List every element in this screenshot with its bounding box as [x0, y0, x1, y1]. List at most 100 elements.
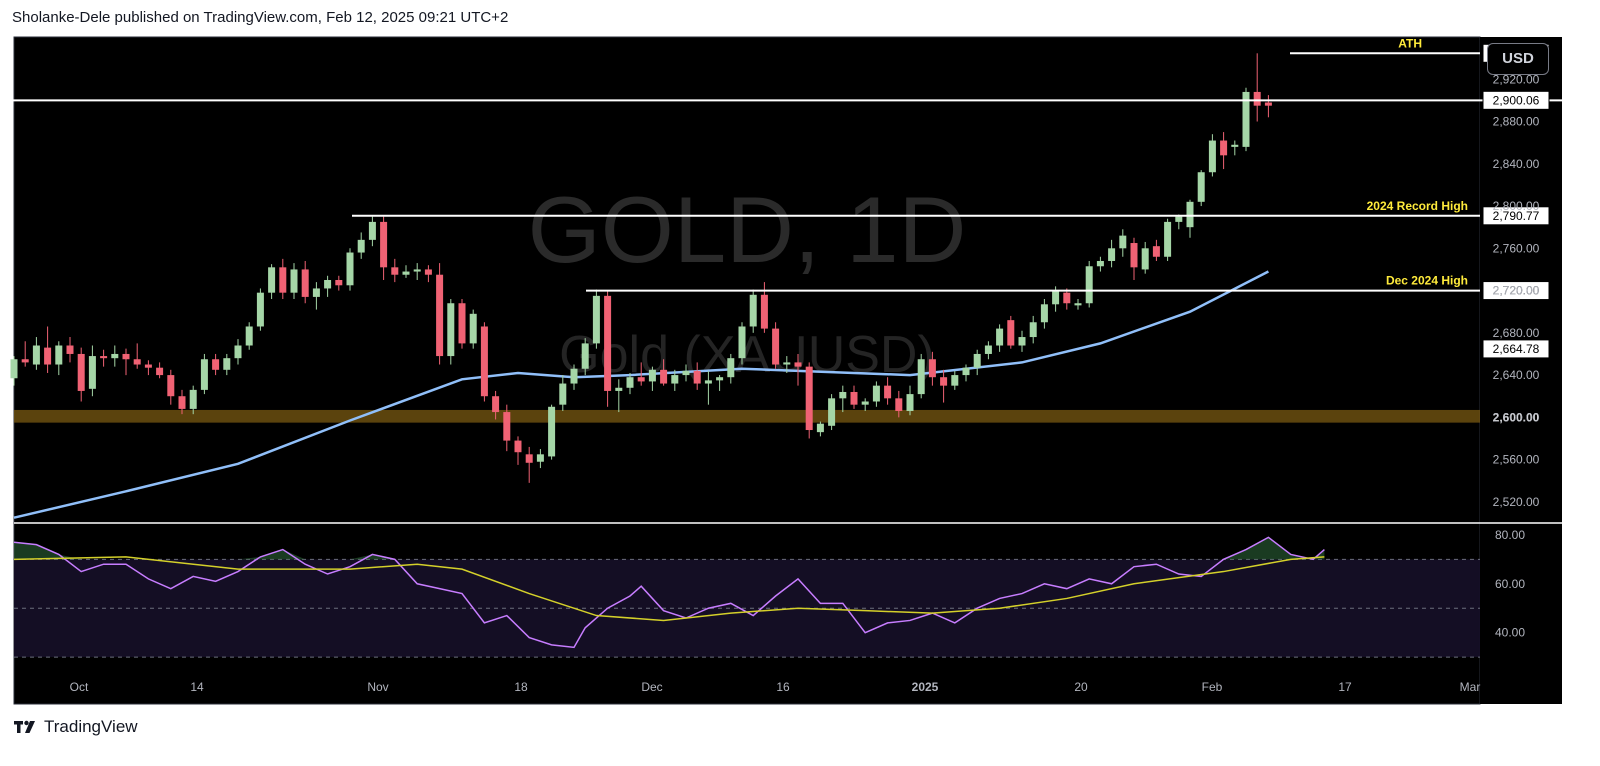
candle [458, 299, 466, 349]
candle-body [312, 288, 320, 297]
candle-body [346, 252, 354, 286]
candle-body [413, 269, 421, 272]
candle [66, 337, 74, 363]
candle [525, 446, 533, 483]
candle-body [402, 271, 410, 275]
candle [1029, 315, 1037, 344]
candle [1018, 330, 1026, 352]
candle [223, 353, 231, 376]
candle [839, 385, 847, 413]
candle-body [884, 385, 892, 399]
candle-body [357, 239, 365, 253]
candle [290, 263, 298, 300]
candle [100, 349, 108, 367]
time-tick-label: Nov [367, 680, 388, 694]
candle [984, 341, 992, 360]
candle [144, 360, 152, 376]
price-tick-label: 2,560.00 [1493, 453, 1540, 467]
candle-body [637, 377, 645, 382]
candle-body [727, 358, 735, 378]
candle-body [548, 406, 556, 457]
candle-body [973, 353, 981, 368]
candle [1164, 218, 1172, 261]
candle [962, 364, 970, 382]
candle-body [984, 345, 992, 354]
candle [794, 353, 802, 386]
candle-body [828, 398, 836, 426]
candle-body [1220, 140, 1228, 156]
candle-body [44, 347, 52, 365]
time-tick-label: Oct [70, 680, 89, 694]
price-label-text: 2,790.77 [1493, 209, 1540, 223]
candle [335, 275, 343, 291]
candle-body [872, 385, 880, 402]
price-axis-panel [1480, 37, 1562, 704]
candle-body [55, 345, 63, 365]
candle-body [996, 328, 1004, 346]
candle-body [749, 294, 757, 327]
price-label-box: 2,790.77 [1482, 206, 1550, 226]
price-label-text: 2,720.00 [1493, 284, 1540, 298]
candle [1063, 288, 1071, 310]
candle-body [1040, 304, 1048, 323]
price-label-text: 2,664.78 [1493, 342, 1540, 356]
time-tick-label: 18 [514, 680, 528, 694]
candle-body [1186, 201, 1194, 228]
candle [1242, 87, 1250, 152]
price-label-bg [1482, 206, 1550, 226]
candle [346, 248, 354, 291]
price-tick-label: 2,640.00 [1493, 368, 1540, 382]
candle [884, 377, 892, 405]
candle-body [469, 313, 477, 344]
time-tick-label: 2025 [912, 680, 939, 694]
candle [88, 345, 96, 397]
price-label-box: 2,720.00 [1482, 281, 1550, 301]
footer-brand: TradingView [44, 717, 138, 736]
candle-body [245, 326, 253, 346]
candle-body [200, 359, 208, 390]
candle [604, 290, 612, 407]
candle [570, 364, 578, 390]
candle-body [480, 326, 488, 397]
rsi-ma-line [13, 556, 1325, 622]
candle-body [1175, 216, 1183, 222]
candle-body [716, 377, 724, 381]
candle [122, 348, 130, 376]
candle [1074, 299, 1082, 310]
candle-body [581, 343, 589, 369]
candle-body [951, 375, 959, 386]
candle [32, 337, 40, 370]
candle-body [458, 303, 466, 344]
candle-body [21, 359, 29, 363]
candle-body [167, 375, 175, 397]
candle [324, 275, 332, 297]
candle [716, 375, 724, 391]
candle [1096, 256, 1104, 272]
candle [469, 309, 477, 349]
candle [816, 421, 824, 437]
candle-body [906, 394, 914, 412]
candle-body [693, 370, 701, 384]
candle-body [100, 356, 108, 359]
candle-body [940, 377, 948, 386]
candle-body [704, 380, 712, 384]
time-tick-label: Dec [641, 680, 662, 694]
candle-body [290, 269, 298, 293]
candle [312, 282, 320, 310]
candle-body [514, 440, 522, 453]
candle-body [1208, 140, 1216, 173]
candle-body [1063, 292, 1071, 304]
candle [973, 349, 981, 376]
candle-body [32, 345, 40, 365]
currency-button[interactable]: USD [1487, 43, 1549, 75]
candle [178, 389, 186, 415]
candle-body [1119, 235, 1127, 249]
candle-body [380, 221, 388, 268]
candle [693, 362, 701, 390]
candle-body [503, 412, 511, 441]
candle [704, 370, 712, 405]
candle-body [525, 454, 533, 463]
candle [648, 366, 656, 391]
candle [615, 379, 623, 413]
